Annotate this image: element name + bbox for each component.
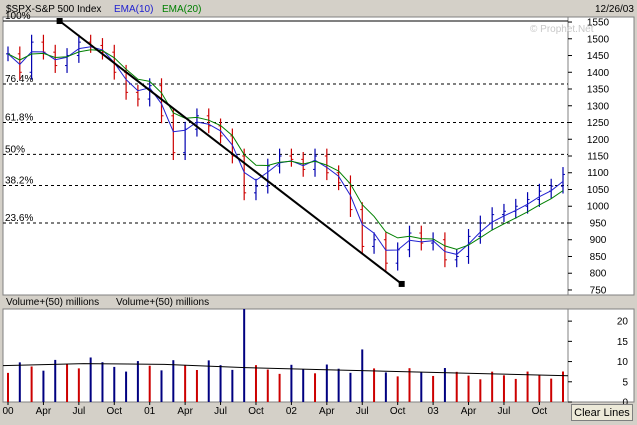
time-tick-label: Jul [214,406,227,417]
time-tick-label: 02 [286,406,298,417]
time-tick-label: Oct [390,406,406,417]
volume-plot-area [2,308,569,403]
fib-level-label: 50% [5,144,25,155]
price-tick-label: 950 [590,218,607,229]
time-tick-label: Jul [498,406,511,417]
fib-level-label: 38.2% [5,175,33,186]
volume-label-2: Volume+(50) millions [116,297,209,308]
ema20-label: EMA(20) [162,4,201,15]
watermark: © Prophet.Net [530,24,594,35]
price-tick-label: 1500 [587,34,610,45]
price-tick-label: 900 [590,235,607,246]
price-tick-label: 1250 [587,118,610,129]
time-tick-label: Apr [461,406,477,417]
price-axis-area [567,16,635,296]
time-tick-label: Oct [106,406,122,417]
time-tick-label: Apr [177,406,193,417]
volume-tick-label: 5 [622,377,628,388]
time-tick-label: Jul [356,406,369,417]
volume-tick-label: 10 [617,357,629,368]
volume-axis-ticks: 0 5 10 15 20 [568,317,628,409]
ema10-label: EMA(10) [114,4,153,15]
ema20-line [7,49,564,250]
date-label: 12/26/03 [595,4,634,15]
trend-line [56,18,405,287]
time-tick-label: Oct [532,406,548,417]
downtrend-line[interactable] [59,20,403,285]
volume-tick-label: 15 [617,337,629,348]
price-tick-label: 1300 [587,101,610,112]
time-tick-label: Jul [72,406,85,417]
ema-lines [7,46,564,255]
price-tick-label: 750 [590,285,607,296]
time-axis-ticks: 00 Apr Jul Oct 01 Apr Jul Oct 02 Apr Jul Oct 03 Apr Ju… [2,402,547,417]
price-tick-label: 850 [590,252,607,263]
price-tick-label: 1050 [587,185,610,196]
price-bars [6,34,565,271]
price-tick-label: 1100 [587,168,609,179]
trend-line-end-handle[interactable] [398,280,405,287]
symbol-label: $SPX-S&P 500 Index [6,4,101,15]
price-tick-label: 1150 [587,152,609,163]
time-tick-label: 03 [428,406,440,417]
price-tick-label: 1000 [587,202,610,213]
volume-average-line [2,363,569,377]
trend-line-start-handle[interactable] [56,18,63,25]
volume-tick-label: 0 [622,398,628,409]
price-tick-label: 800 [590,269,607,280]
volume-axis-area [567,308,635,403]
price-axis-ticks: 750 800 850 900 950 1000 1050 1100 1150 1200 1250 1… [568,18,610,296]
fib-level-label: 23.6% [5,213,33,224]
price-tick-label: 1400 [587,68,610,79]
time-tick-label: Oct [248,406,264,417]
time-tick-label: Apr [319,406,335,417]
time-tick-label: 01 [144,406,156,417]
fib-level-label: 100% [5,11,31,22]
volume-bars [2,309,569,402]
price-plot-area [2,16,569,296]
volume-label-1: Volume+(50) millions [6,297,99,308]
time-tick-label: Apr [36,406,52,417]
price-tick-label: 1450 [587,51,610,62]
price-tick-label: 1350 [587,85,610,96]
fib-level-label: 61.8% [5,113,33,124]
price-tick-label: 1200 [587,135,610,146]
volume-tick-label: 20 [617,317,629,328]
clear-lines-button[interactable]: Clear Lines [571,404,633,421]
time-tick-label: 00 [2,406,14,417]
price-tick-label: 1550 [587,18,610,29]
